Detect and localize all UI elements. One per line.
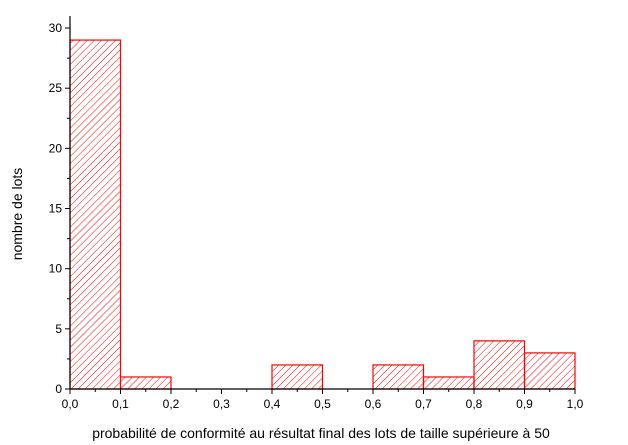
histogram-bar-9: [523, 352, 576, 390]
y-tick-label: 25: [49, 81, 63, 95]
histogram-bar-7: [422, 376, 475, 390]
x-tick-label: 1,0: [567, 397, 584, 411]
x-tick-label: 0,6: [365, 397, 382, 411]
y-tick-label: 0: [55, 382, 62, 396]
x-tick-label: 0,5: [314, 397, 331, 411]
x-axis-title: probabilité de conformité au résultat fi…: [92, 425, 550, 441]
y-tick-label: 30: [49, 21, 63, 35]
axes-layer: 0,0 0,1 0,2 0,3 0,4 0,5 0,6 0,7 0,8 0,9 1,0 0 5 10 15 2…: [49, 16, 584, 411]
y-axis-title: nombre de lots: [9, 168, 25, 261]
x-tick-label: 0,8: [466, 397, 483, 411]
x-tick-label: 0,2: [163, 397, 180, 411]
x-tick-label: 0,1: [112, 397, 129, 411]
histogram-bar-4: [271, 364, 324, 390]
x-tick-label: 0,9: [516, 397, 533, 411]
x-tick-label: 0,3: [213, 397, 230, 411]
histogram-bar-1: [119, 376, 172, 390]
histogram-bar-8: [473, 340, 526, 390]
x-tick-label: 0,4: [264, 397, 281, 411]
histogram-bar-0: [69, 39, 122, 390]
y-tick-label: 20: [49, 141, 63, 155]
y-tick-label: 15: [49, 202, 63, 216]
x-tick-label: 0,0: [62, 397, 79, 411]
x-tick-label: 0,7: [415, 397, 432, 411]
bars-layer: [69, 39, 576, 390]
y-tick-label: 5: [55, 322, 62, 336]
y-tick-label: 10: [49, 262, 63, 276]
histogram-bar-6: [372, 364, 425, 390]
